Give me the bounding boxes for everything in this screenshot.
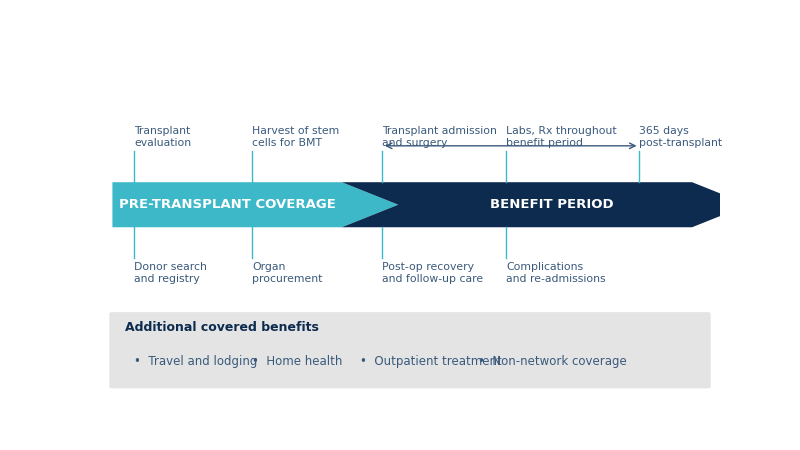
Text: Organ
procurement: Organ procurement <box>252 262 322 284</box>
Text: •  Home health: • Home health <box>252 355 342 368</box>
Text: Transplant admission
and surgery: Transplant admission and surgery <box>382 126 497 148</box>
Text: 365 days
post-transplant: 365 days post-transplant <box>639 126 722 148</box>
Text: •  Outpatient treatment: • Outpatient treatment <box>360 355 502 368</box>
Text: BENEFIT PERIOD: BENEFIT PERIOD <box>490 198 613 211</box>
Text: Donor search
and registry: Donor search and registry <box>134 262 207 284</box>
Text: Transplant
evaluation: Transplant evaluation <box>134 126 191 148</box>
Text: •  Travel and lodging: • Travel and lodging <box>134 355 258 368</box>
FancyBboxPatch shape <box>110 312 710 388</box>
Polygon shape <box>112 182 398 227</box>
Text: Additional covered benefits: Additional covered benefits <box>125 321 318 334</box>
Text: Harvest of stem
cells for BMT: Harvest of stem cells for BMT <box>252 126 339 148</box>
Text: •  Non-network coverage: • Non-network coverage <box>478 355 627 368</box>
Text: PRE-TRANSPLANT COVERAGE: PRE-TRANSPLANT COVERAGE <box>118 198 335 211</box>
Text: Complications
and re-admissions: Complications and re-admissions <box>506 262 606 284</box>
Text: Labs, Rx throughout
benefit period: Labs, Rx throughout benefit period <box>506 126 617 148</box>
Text: Post-op recovery
and follow-up care: Post-op recovery and follow-up care <box>382 262 483 284</box>
Polygon shape <box>342 182 749 227</box>
